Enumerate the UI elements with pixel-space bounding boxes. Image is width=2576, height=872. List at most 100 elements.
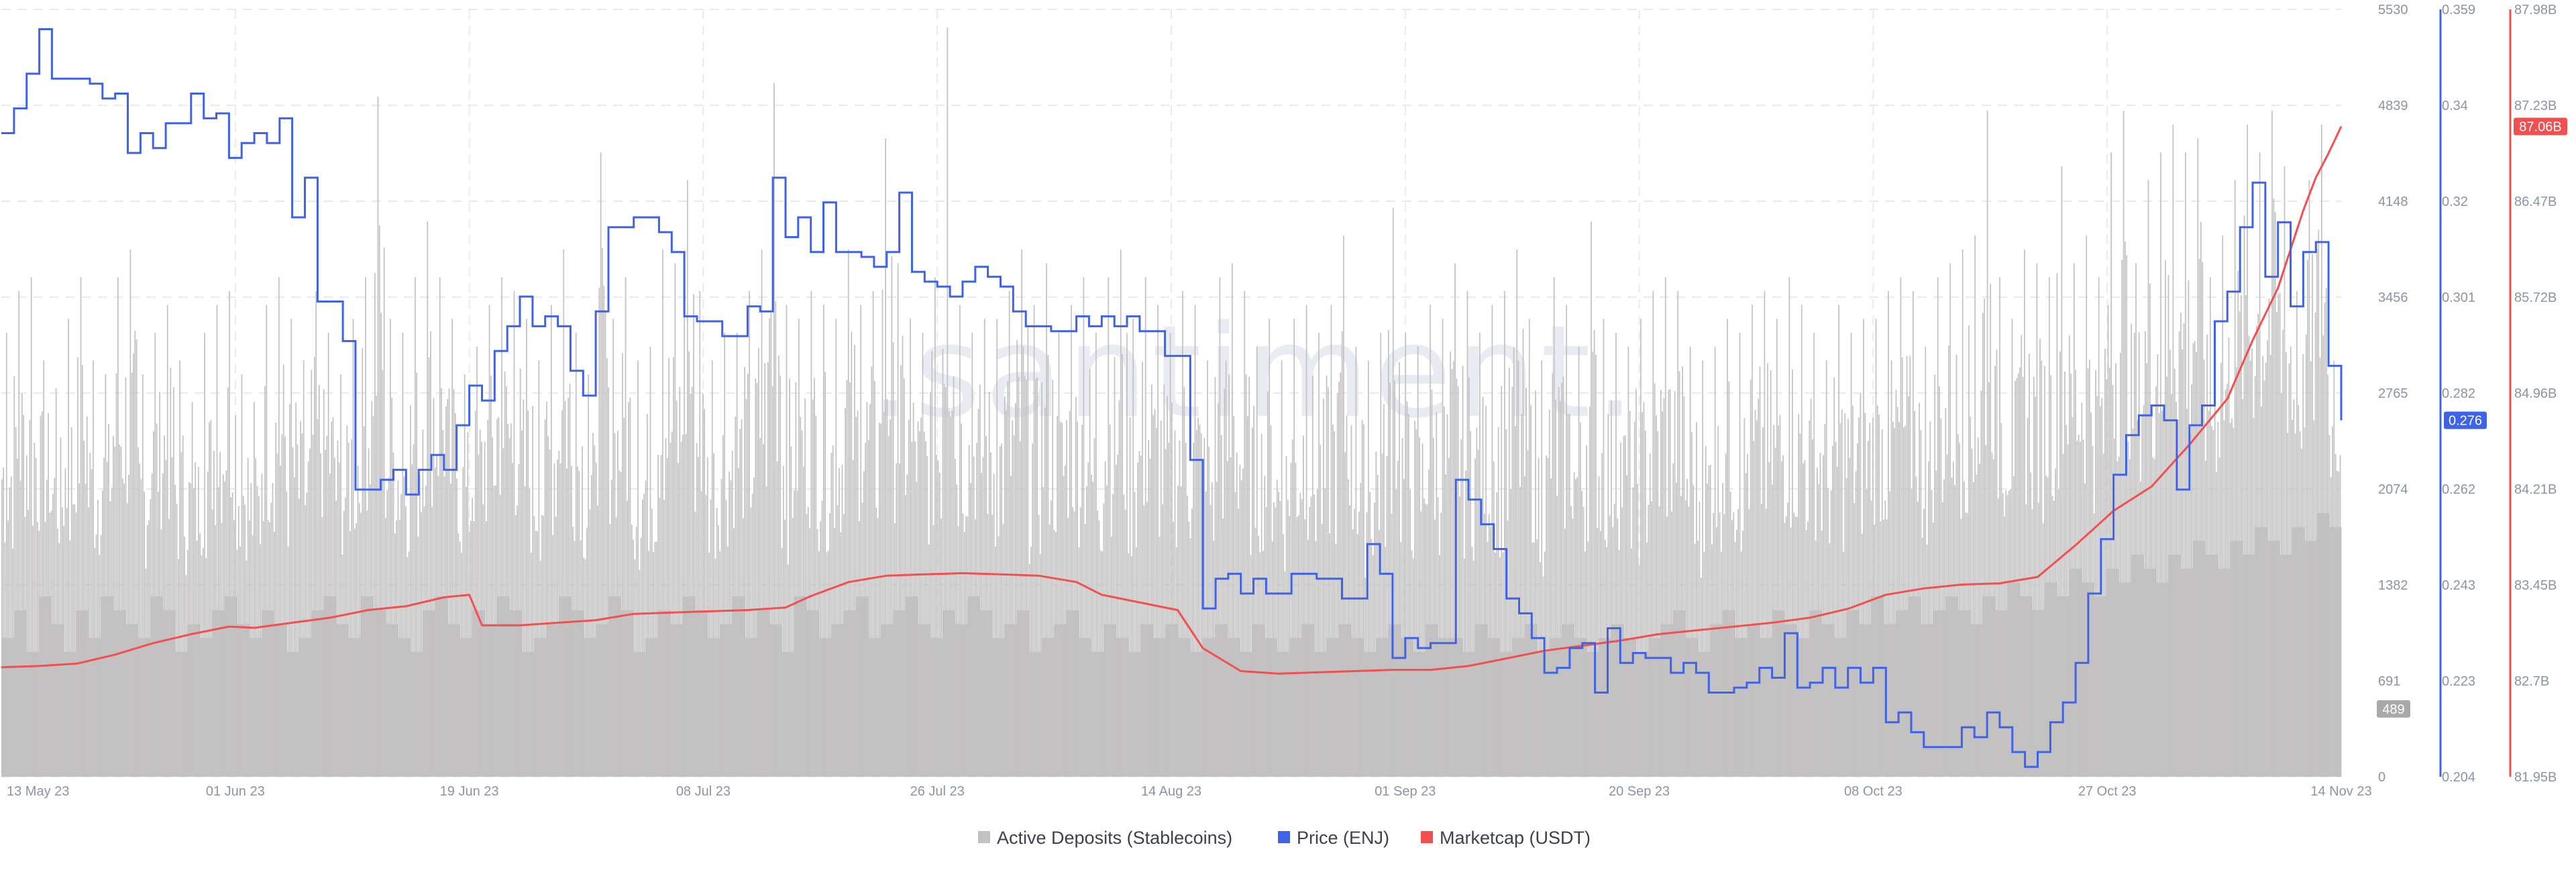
deposit-bar: [176, 504, 178, 777]
deposit-bar: [1244, 290, 1246, 777]
deposit-bar: [626, 500, 628, 777]
deposit-bar: [182, 435, 184, 777]
deposit-bar: [236, 549, 238, 777]
deposit-bar: [1087, 462, 1089, 777]
deposit-bar: [2012, 476, 2015, 777]
deposit-bar: [584, 559, 586, 777]
deposit-bar: [15, 427, 17, 777]
deposit-bar: [1733, 512, 1735, 777]
deposit-bar: [2021, 335, 2023, 777]
deposit-bar: [2296, 290, 2298, 777]
deposit-bar: [2256, 325, 2257, 777]
deposit-bar: [834, 527, 835, 777]
legend-swatch: [1421, 831, 1433, 843]
deposit-bar: [1649, 453, 1651, 777]
deposit-bar: [854, 345, 855, 777]
deposit-bar: [210, 420, 212, 777]
deposit-bar: [1203, 437, 1205, 777]
deposit-bar: [40, 415, 42, 777]
deposit-bar: [2171, 394, 2172, 777]
deposit-bar: [1063, 476, 1065, 777]
deposit-bar: [1491, 305, 1493, 777]
deposit-bar: [2271, 111, 2273, 777]
deposit-bar: [1863, 319, 1864, 777]
deposit-bar: [2200, 221, 2202, 777]
deposit-bar: [523, 399, 525, 777]
deposit-bar: [535, 531, 537, 777]
deposit-bar: [215, 525, 217, 777]
deposit-bar: [815, 415, 817, 777]
deposit-bar: [413, 444, 415, 777]
deposit-bar: [1098, 521, 1100, 777]
deposit-bar: [1567, 414, 1569, 777]
deposit-bar: [967, 516, 969, 777]
deposit-bar: [2212, 430, 2214, 777]
deposit-bar: [512, 463, 513, 777]
deposit-bar: [900, 365, 902, 777]
deposit-bar: [2121, 260, 2123, 777]
deposit-bar: [1247, 416, 1248, 777]
deposit-bar: [1117, 454, 1118, 777]
deposit-bar: [1964, 481, 1965, 777]
deposit-bar: [1431, 389, 1433, 777]
deposit-bar: [1790, 527, 1792, 777]
deposit-bar: [295, 402, 297, 777]
deposit-bar: [1651, 501, 1652, 777]
deposit-bar: [1154, 408, 1156, 777]
deposit-bar: [1671, 511, 1672, 777]
deposit-bar: [400, 494, 402, 777]
deposit-bar: [1148, 440, 1150, 777]
deposit-bar: [2147, 180, 2149, 777]
deposit-bar: [2029, 353, 2030, 777]
deposit-bar: [1731, 520, 1733, 777]
deposit-bar: [437, 476, 439, 777]
deposit-bar: [2072, 417, 2074, 777]
deposit-bar: [1307, 539, 1309, 777]
deposit-bar: [1424, 498, 1425, 777]
deposit-bar: [1140, 455, 1142, 777]
deposit-bar: [582, 446, 583, 777]
deposit-bar: [329, 474, 331, 777]
deposit-bar: [1515, 426, 1516, 777]
deposit-bar: [190, 483, 192, 777]
deposit-bar: [1601, 453, 1603, 777]
deposit-bar: [1318, 333, 1320, 777]
deposit-bar: [2027, 417, 2029, 777]
deposit-bar: [1912, 290, 1914, 777]
deposit-bar: [908, 419, 910, 777]
deposit-bar: [2070, 374, 2072, 777]
deposit-bar: [614, 433, 616, 777]
deposit-bar: [1316, 488, 1318, 777]
deposit-bar: [2301, 448, 2302, 777]
deposit-bar: [530, 553, 532, 777]
deposit-bar: [1700, 577, 1702, 777]
deposit-bar: [1598, 476, 1600, 777]
deposit-bar: [1406, 401, 1408, 777]
deposit-bar: [1387, 329, 1389, 777]
deposit-bar: [1792, 369, 1793, 777]
deposit-bar: [780, 376, 782, 777]
deposit-bar: [380, 313, 382, 777]
deposit-bar: [1264, 476, 1266, 777]
deposit-bar: [1719, 512, 1721, 777]
deposit-bar: [1051, 500, 1052, 777]
deposit-bar: [1521, 414, 1523, 777]
deposit-bar: [866, 402, 868, 777]
deposit-bar: [1452, 361, 1454, 777]
deposit-bar: [1360, 482, 1362, 777]
deposit-bar: [572, 527, 574, 777]
deposit-bar: [2073, 263, 2075, 777]
deposit-bar: [891, 256, 893, 777]
deposit-bar: [875, 507, 877, 777]
deposit-bar: [1760, 503, 1762, 777]
deposit-bar: [1323, 398, 1324, 777]
deposit-bar: [1984, 298, 1985, 777]
deposit-bar: [1371, 539, 1373, 777]
deposit-bar: [105, 374, 107, 777]
deposit-bar: [2036, 263, 2038, 777]
deposit-bar: [414, 277, 416, 777]
deposit-bar: [1137, 462, 1138, 777]
deposits-tick-label: 5530: [2378, 3, 2408, 17]
deposit-bar: [217, 486, 219, 777]
